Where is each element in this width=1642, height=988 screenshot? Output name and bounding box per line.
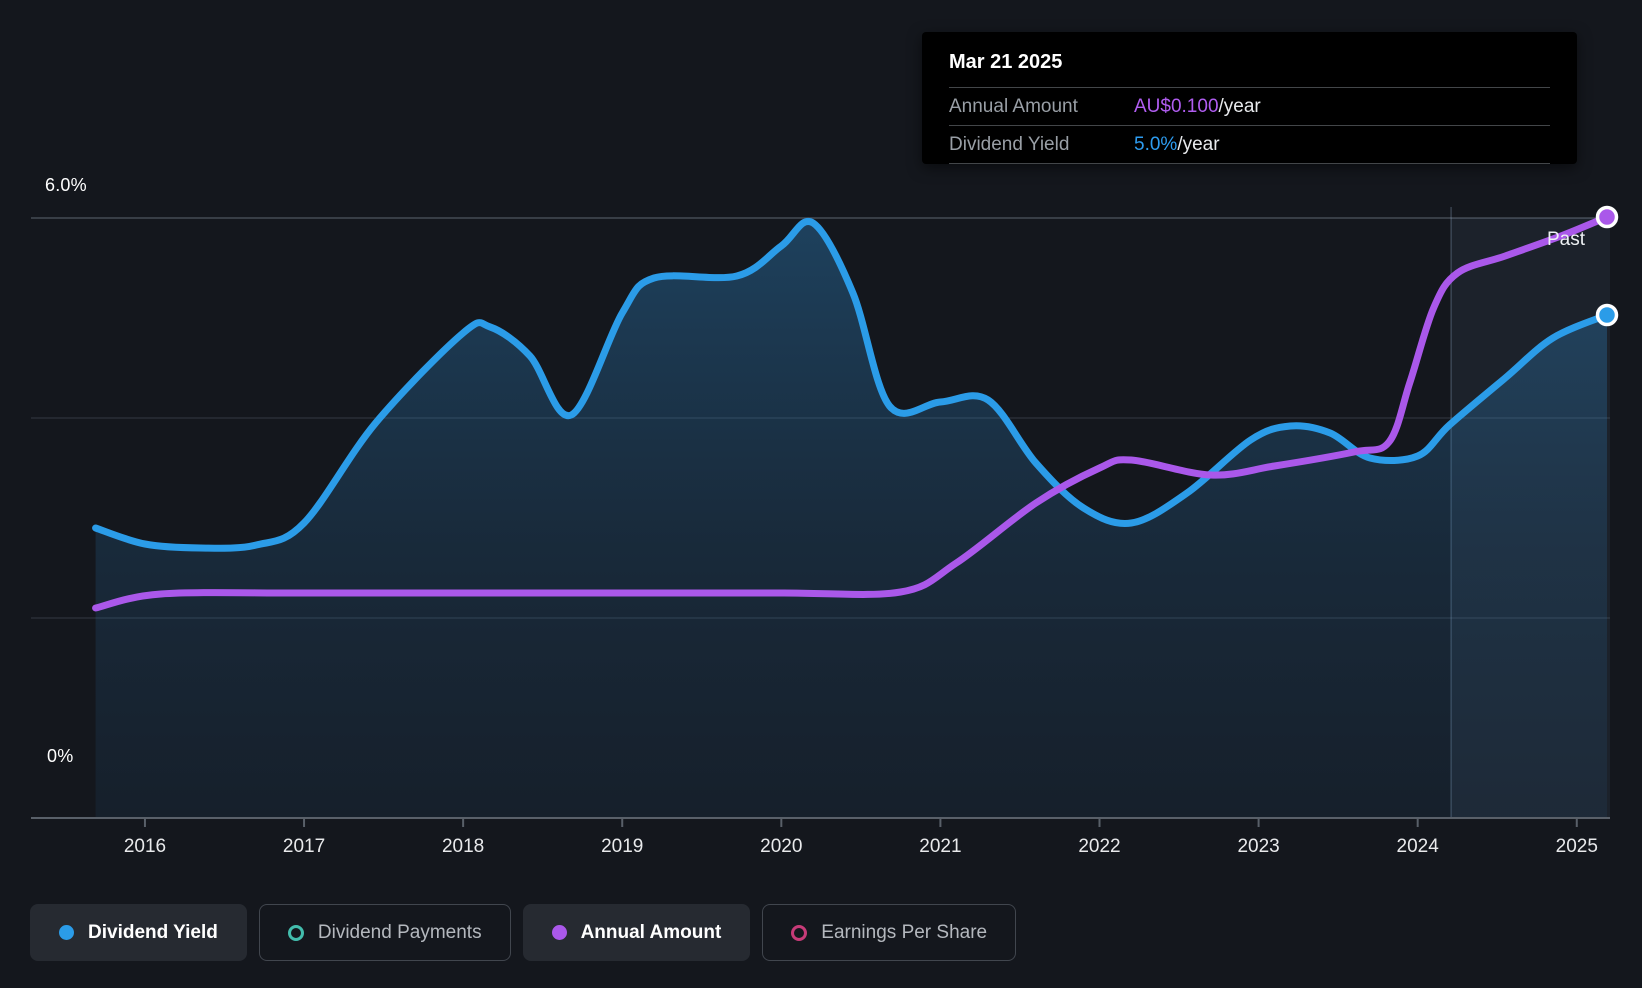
x-axis-year-label: 2016 — [124, 836, 166, 857]
tooltip-row-annual-amount: Annual Amount AU$0.100/year — [949, 88, 1550, 126]
y-axis-label-min: 0% — [47, 746, 74, 766]
legend-button-earnings-per-share[interactable]: Earnings Per Share — [762, 904, 1017, 961]
x-axis-year-label: 2019 — [601, 836, 643, 857]
dividend-yield-area — [95, 221, 1608, 818]
annual-amount-line — [92, 213, 1611, 612]
series-lines — [92, 213, 1611, 612]
x-axis-year-label: 2017 — [283, 836, 325, 857]
tooltip-label: Annual Amount — [949, 95, 1078, 117]
x-axis-year-label: 2025 — [1556, 836, 1598, 857]
annual-amount-marker-icon — [551, 925, 567, 940]
legend: Dividend Yield Dividend Payments Annual Am… — [30, 904, 1017, 961]
legend-button-dividend-payments[interactable]: Dividend Payments — [258, 904, 511, 961]
legend-label: Annual Amount — [580, 921, 722, 943]
past-label: Past — [1547, 229, 1586, 250]
tooltip-date: Mar 21 2025 — [949, 45, 1550, 88]
dividend-payments-marker-icon — [287, 924, 304, 941]
tooltip-value: 5.0%/year — [1134, 133, 1220, 155]
earnings-per-share-marker-icon — [791, 924, 808, 941]
tooltip-row-dividend-yield: Dividend Yield 5.0%/year — [949, 126, 1550, 164]
x-axis-year-label: 2023 — [1237, 836, 1279, 857]
series-end-markers — [1595, 205, 1619, 327]
annual-amount-end-marker-icon — [1595, 205, 1619, 229]
chart-tooltip: Mar 21 2025 Annual Amount AU$0.100/year … — [922, 32, 1577, 164]
x-axis: 2016 2017 2018 2019 2020 2021 2022 2023 2024 2025 — [31, 817, 1610, 857]
dividend-yield-line — [92, 217, 1611, 552]
legend-label: Dividend Payments — [317, 921, 482, 943]
dividend-yield-end-marker-icon — [1595, 303, 1619, 327]
tooltip-value: AU$0.100/year — [1134, 95, 1261, 117]
legend-button-dividend-yield[interactable]: Dividend Yield — [30, 904, 247, 961]
legend-label: Earnings Per Share — [821, 921, 988, 943]
yield-area-fill — [95, 221, 1608, 818]
tooltip-label: Dividend Yield — [949, 133, 1070, 155]
legend-label: Dividend Yield — [88, 921, 218, 943]
dividend-yield-marker-icon — [59, 925, 74, 940]
x-axis-year-label: 2021 — [919, 836, 961, 857]
legend-button-annual-amount[interactable]: Annual Amount — [522, 904, 751, 961]
x-axis-year-label: 2020 — [760, 836, 802, 857]
x-axis-year-label: 2024 — [1397, 836, 1440, 857]
x-axis-year-label: 2022 — [1078, 836, 1120, 857]
x-axis-year-label: 2018 — [442, 836, 484, 857]
y-axis-label-max: 6.0% — [45, 175, 87, 195]
